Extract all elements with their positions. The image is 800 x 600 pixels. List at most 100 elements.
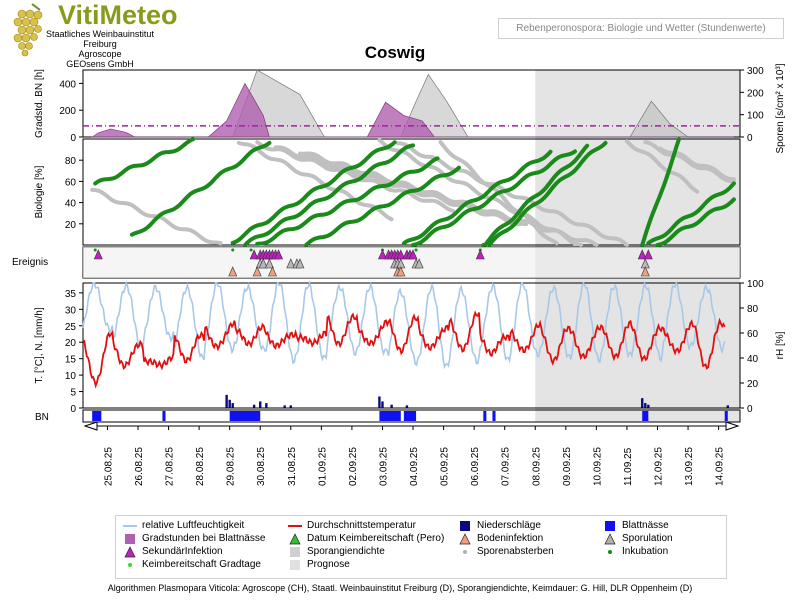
right-tick-label: 200 [747, 88, 764, 99]
legend-label: Bodeninfektion [477, 533, 544, 544]
legend-symbol-shape [124, 546, 136, 558]
precip-bar [265, 403, 268, 408]
wx-right-tick-label: 40 [747, 354, 759, 365]
soil-infection-marker [267, 266, 277, 277]
wx-left-tick-label: 0 [70, 404, 76, 415]
wx-left-tick-label: 10 [65, 371, 77, 382]
legend-symbol-shape [459, 533, 471, 545]
green-bio-band-line [655, 197, 736, 247]
legend-label: Durchschnittstemperatur [307, 520, 416, 531]
sporulation-marker [286, 258, 296, 269]
grape-logo-icon [13, 3, 43, 57]
scroll-right-arrow-icon [725, 421, 740, 431]
top-ylabel-left: Gradstd. BN [h] [34, 69, 45, 138]
legend-symbol-icon [289, 533, 301, 545]
legend-label: SekundärInfektion [142, 546, 223, 557]
legend-symbol-shape [290, 547, 300, 557]
incubation-dot [414, 248, 418, 252]
precip-bar [647, 404, 650, 408]
soil-infection-marker [396, 266, 406, 277]
legend-label: Sporenabsterben [477, 546, 554, 557]
wx-right-tick-label: 80 [747, 304, 759, 315]
wx-left-tick-label: 30 [65, 305, 77, 316]
legend-symbol-icon [463, 550, 467, 554]
wx-left-tick-label: 20 [65, 338, 77, 349]
bio-ylabel: Biologie [%] [34, 165, 45, 218]
secondary-infection-marker [643, 249, 653, 260]
green-bio-band-line [93, 137, 195, 186]
green-bio-band-line [411, 149, 577, 247]
panel-frame-bn [82, 409, 741, 423]
green-bio-band-line [646, 181, 736, 246]
green-bio-band [304, 165, 461, 247]
chart-subtitle: Rebenperonospora: Biologie und Wetter (S… [498, 18, 784, 39]
green-bio-band [411, 149, 577, 247]
legend-symbol-icon [290, 560, 300, 570]
left-tick-label: 400 [59, 79, 76, 90]
left-tick-label: 0 [70, 133, 76, 144]
soil-infection-marker [228, 266, 238, 277]
legend-symbol-shape [460, 521, 470, 531]
precip-bar [644, 403, 647, 408]
legend-symbol-shape [125, 534, 135, 544]
wx-ylabel-right: rH [%] [775, 331, 786, 359]
green-bio-band [401, 149, 553, 246]
bio-tick-label: 60 [65, 177, 77, 188]
x-tick-label: 02.09.25 [348, 447, 359, 486]
wx-left-tick-label: 15 [65, 355, 77, 366]
green-bio-band [655, 197, 736, 247]
org-line: GEOsens GmbH [66, 59, 134, 69]
leafwet-bar [492, 411, 496, 421]
legend-label: Sporangiendichte [307, 546, 385, 557]
right-tick-label: 300 [747, 66, 764, 77]
green-bio-band-line [487, 140, 608, 247]
logo: VitiMeteo Staatliches Weinbauinstitut Fr… [0, 0, 200, 69]
x-tick-label: 13.09.25 [684, 447, 695, 486]
legend-label: Sporulation [622, 533, 673, 544]
precip-bar [378, 396, 381, 408]
precip-bar [225, 394, 228, 408]
wx-left-tick-label: 35 [65, 289, 77, 300]
right-tick-label: 0 [747, 133, 753, 144]
sporangia-area [232, 69, 690, 138]
x-tick-label: 14.09.25 [715, 447, 726, 486]
incubation-dot [249, 248, 253, 252]
green-bio-band [129, 140, 272, 237]
green-bio-band [255, 156, 440, 246]
legend-label: relative Luftfeuchtigkeit [142, 520, 245, 531]
x-tick-label: 25.08.25 [103, 447, 114, 486]
secondary-infection-marker [249, 249, 259, 260]
secondary-infection-marker [637, 249, 647, 260]
x-tick-label: 07.09.25 [501, 447, 512, 486]
org-line: Agroscope [78, 49, 122, 59]
right-tick-label: 100 [747, 111, 764, 122]
x-tick-label: 26.08.25 [134, 447, 145, 486]
wx-right-tick-label: 0 [747, 404, 753, 415]
top-ylabel-right: Sporen [s/cm² x 10³] [775, 63, 786, 153]
leafwet-bar [642, 411, 649, 421]
green-bio-band-line [401, 149, 553, 246]
green-bio-band [481, 143, 590, 247]
legend-symbol-icon [604, 533, 616, 545]
x-tick-label: 30.08.25 [256, 447, 267, 486]
legend-symbol-shape [290, 560, 300, 570]
legend-symbol-icon [290, 547, 300, 557]
grey-bio-band [377, 138, 584, 247]
legend-symbol-shape [604, 533, 616, 545]
leafwet-bar [379, 411, 401, 421]
leafwet-bar [403, 411, 417, 421]
x-tick-label: 29.08.25 [226, 447, 237, 486]
events-bg [83, 247, 740, 278]
org-line: Staatliches Weinbauinstitut Freiburg [46, 29, 154, 49]
legend-label: Prognose [307, 559, 350, 570]
soil-infection-marker [252, 266, 262, 277]
grey-bio-band-line [624, 139, 700, 194]
legend-symbol-icon [128, 563, 132, 567]
precip-bar [289, 405, 292, 408]
x-tick-label: 12.09.25 [653, 447, 664, 486]
x-tick-label: 01.09.25 [317, 447, 328, 486]
events-label: Ereignis [12, 257, 48, 268]
secondary-infection-marker [274, 249, 284, 260]
incubation-dot [93, 248, 97, 252]
